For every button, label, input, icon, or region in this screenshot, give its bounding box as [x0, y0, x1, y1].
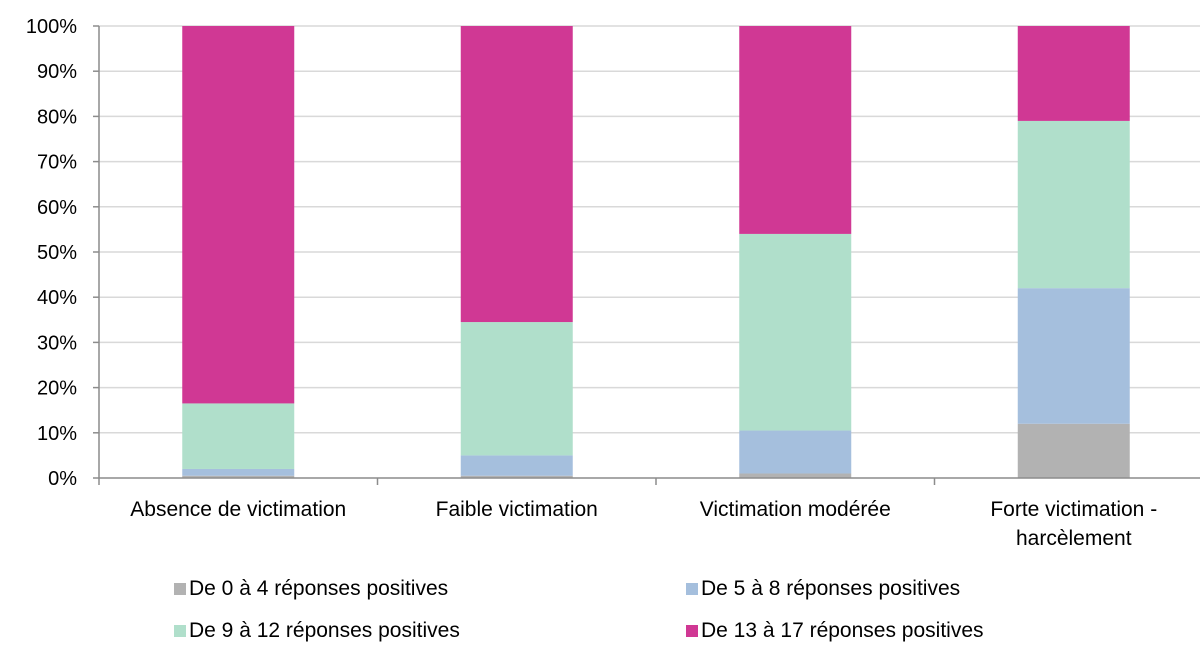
bar-segment-3 — [460, 322, 573, 456]
y-tick-label: 70% — [37, 152, 77, 174]
y-tick-label: 10% — [37, 423, 77, 445]
legend-label: De 5 à 8 réponses positives — [701, 577, 960, 600]
bar-segment-1 — [1017, 423, 1130, 478]
bars — [182, 26, 1130, 478]
y-tick-label: 100% — [26, 16, 77, 38]
legend-label: De 13 à 17 réponses positives — [701, 619, 984, 642]
bar-segment-3 — [739, 233, 852, 431]
bar-segment-2 — [460, 455, 573, 476]
legend: De 0 à 4 réponses positives De 5 à 8 répo… — [174, 577, 984, 642]
bar-segment-4 — [1017, 26, 1130, 121]
x-category-label: Absence de victimation — [130, 498, 346, 521]
y-tick-label: 20% — [37, 378, 77, 400]
legend-swatch — [174, 583, 186, 595]
y-tick-label: 80% — [37, 106, 77, 128]
bar-segment-1 — [460, 475, 573, 478]
x-category-label: Forte victimation - — [990, 498, 1157, 521]
x-category-label: Victimation modérée — [700, 498, 891, 521]
y-tick-label: 30% — [37, 332, 77, 354]
legend-label: De 9 à 12 réponses positives — [189, 619, 460, 642]
y-tick-label: 50% — [37, 242, 77, 264]
bar-segment-4 — [460, 26, 573, 323]
bar-segment-2 — [1017, 288, 1130, 424]
y-tick-label: 60% — [37, 197, 77, 219]
y-tick-label: 90% — [37, 61, 77, 83]
bar-segment-1 — [182, 475, 295, 478]
bar-segment-2 — [182, 468, 295, 476]
legend-swatch — [174, 625, 186, 637]
y-tick-label: 0% — [48, 468, 77, 490]
bar-segment-3 — [182, 403, 295, 469]
bar-segment-4 — [739, 26, 852, 234]
axes — [93, 25, 1200, 485]
bar-segment-4 — [182, 26, 295, 404]
bar-segment-1 — [739, 473, 852, 478]
x-category-label: harcèlement — [1016, 527, 1132, 550]
x-category-label: Faible victimation — [436, 498, 598, 521]
x-axis-categories: Absence de victimation Faible victimation… — [130, 498, 1157, 550]
legend-label: De 0 à 4 réponses positives — [189, 577, 448, 600]
y-axis-ticks: 0% 10% 20% 30% 40% 50% 60% 70% 80% 90% 100% — [26, 16, 77, 490]
bar-segment-2 — [739, 430, 852, 474]
y-tick-label: 40% — [37, 287, 77, 309]
bar-segment-3 — [1017, 120, 1130, 289]
legend-swatch — [686, 625, 698, 637]
legend-swatch — [686, 583, 698, 595]
